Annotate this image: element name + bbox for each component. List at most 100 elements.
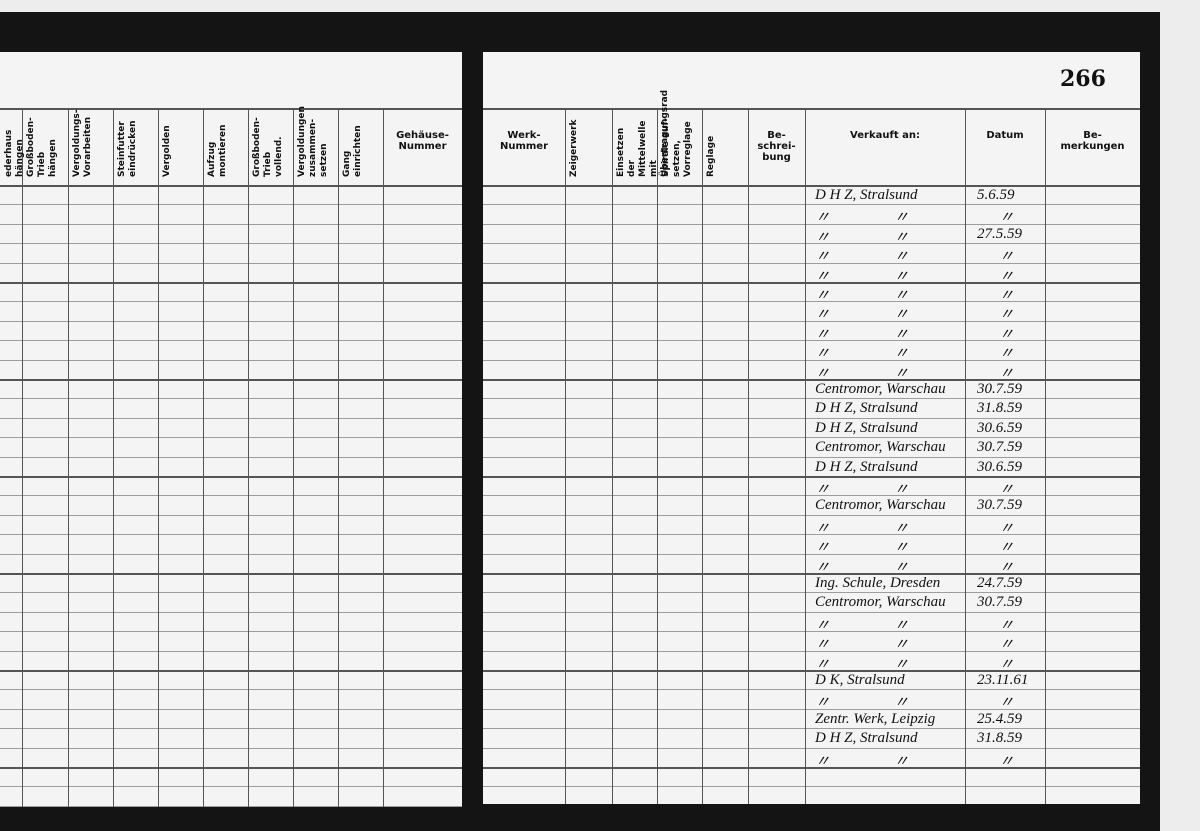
sold-to: Zentr. Werk, Leipzig: [815, 710, 936, 727]
row-line: [0, 689, 462, 691]
sold-to: 〃 〃: [815, 249, 909, 266]
column-header: Vergoldungen zusammen- setzen: [297, 106, 329, 177]
left-page: ederhaus hängen Großboden- Trieb hängen Ve…: [0, 52, 462, 807]
row-line: [0, 650, 462, 652]
date: 〃: [999, 695, 1015, 712]
column-header: Spirale auf- setzen, Vorreglage: [661, 118, 693, 177]
date: 〃: [999, 520, 1015, 537]
row-line: [483, 728, 1140, 730]
column-header: Datum: [986, 130, 1024, 141]
sold-to: 〃 〃: [815, 656, 909, 673]
row-line: [483, 514, 1140, 516]
sold-to: 〃 〃: [815, 695, 909, 712]
row-line: [483, 553, 1140, 555]
sold-to: Centromor, Warschau: [815, 439, 946, 456]
row-line: [0, 282, 462, 284]
column-line: [1045, 108, 1046, 804]
column-line: [158, 108, 159, 807]
date: 〃: [999, 326, 1015, 343]
sold-to: 〃 〃: [815, 482, 909, 498]
column-header: Be- schrei- bung: [757, 130, 796, 163]
column-line: [68, 108, 69, 807]
row-line: [483, 417, 1140, 419]
row-line: [483, 437, 1140, 439]
row-line: [483, 379, 1140, 381]
date: 30.7.59: [977, 439, 1022, 456]
column-header: ederhaus hängen: [4, 129, 25, 177]
row-line: [0, 398, 462, 400]
sold-to: D H Z, Stralsund: [815, 187, 918, 203]
column-header: Steinfutter eindrücken: [117, 120, 138, 177]
column-line: [203, 108, 204, 807]
column-line: [612, 108, 613, 804]
row-line: [0, 262, 462, 264]
sold-to: 〃 〃: [815, 346, 909, 363]
row-line: [0, 379, 462, 381]
row-line: [0, 243, 462, 245]
column-line: [338, 108, 339, 807]
row-line: [0, 534, 462, 536]
row-line: [0, 611, 462, 613]
date: 30.6.59: [977, 458, 1022, 475]
column-line: [657, 108, 658, 804]
row-line: [0, 495, 462, 497]
column-header: Be- merkungen: [1060, 130, 1125, 152]
row-line: [483, 631, 1140, 633]
row-line: [483, 398, 1140, 400]
date: 〃: [999, 268, 1015, 285]
sold-to: 〃 〃: [815, 637, 909, 654]
column-line: [748, 108, 749, 804]
sold-to: Centromor, Warschau: [815, 381, 946, 397]
sold-to: 〃 〃: [815, 326, 909, 343]
row-line: [483, 689, 1140, 691]
date: 〃: [999, 365, 1015, 382]
sold-to: 〃 〃: [815, 307, 909, 324]
rule: [0, 185, 462, 187]
column-header: Einsetzen der Mittelwelle mit Übertragun…: [616, 89, 670, 177]
row-line: [483, 301, 1140, 303]
column-header: Verkauft an:: [850, 130, 920, 141]
sold-to: 〃 〃: [815, 520, 909, 537]
row-line: [483, 476, 1140, 478]
row-line: [0, 728, 462, 730]
column-header: Gang einrichten: [342, 125, 363, 177]
row-line: [0, 670, 462, 672]
date: 〃: [999, 307, 1015, 324]
column-header: Großboden- Trieb hängen: [26, 117, 58, 177]
row-line: [483, 262, 1140, 264]
sold-to: 〃 〃: [815, 753, 909, 770]
date: 〃: [999, 210, 1015, 227]
date: 31.8.59: [977, 400, 1022, 417]
date: 31.8.59: [977, 730, 1022, 747]
right-page: 266 Werk- Nummer Zeigerwerk Einsetzen der …: [483, 52, 1140, 804]
sold-to: 〃 〃: [815, 559, 909, 576]
row-line: [483, 495, 1140, 497]
date: 30.7.59: [977, 594, 1022, 611]
row-line: [0, 417, 462, 419]
row-line: [483, 204, 1140, 206]
sold-to: Centromor, Warschau: [815, 594, 946, 611]
row-line: [483, 359, 1140, 361]
row-line: [0, 747, 462, 749]
date: 23.11.61: [977, 672, 1029, 688]
sold-to: 〃 〃: [815, 268, 909, 285]
sold-to: D H Z, Stralsund: [815, 400, 918, 417]
sold-to: 〃 〃: [815, 365, 909, 382]
date: 〃: [999, 346, 1015, 363]
row-line: [483, 534, 1140, 536]
row-line: [0, 805, 462, 807]
date: 〃: [999, 540, 1015, 557]
column-line: [383, 108, 384, 807]
row-line: [483, 611, 1140, 613]
row-line: [0, 301, 462, 303]
row-line: [483, 708, 1140, 710]
date: 30.7.59: [977, 381, 1022, 397]
row-line: [0, 573, 462, 575]
rule: [483, 185, 1140, 187]
row-line: [0, 708, 462, 710]
date: 27.5.59: [977, 225, 1022, 242]
sold-to: Centromor, Warschau: [815, 497, 946, 514]
date: 30.6.59: [977, 419, 1022, 436]
column-header: Reglage: [706, 135, 716, 177]
row-line: [483, 456, 1140, 458]
